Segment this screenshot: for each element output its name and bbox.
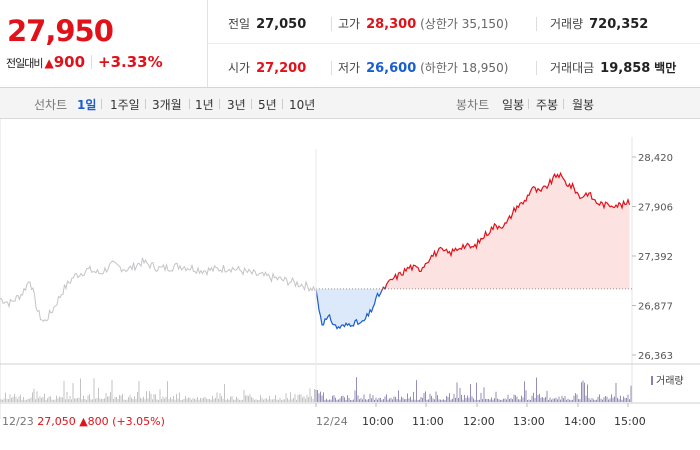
intraday-price-chart: 28,420 27,906 27,392 26,877 26,363 12/24 10:00… bbox=[0, 119, 700, 428]
triangle-up-icon: ▲ bbox=[76, 415, 88, 428]
divider bbox=[189, 99, 190, 109]
x-tick-label: 10:00 bbox=[362, 415, 394, 428]
x-tick-label: 15:00 bbox=[614, 415, 646, 428]
divider bbox=[331, 61, 332, 75]
stat-value: 27,200 bbox=[256, 61, 307, 76]
stat-value: 19,858 bbox=[600, 61, 651, 76]
stat-volume: 거래량 720,352 bbox=[550, 15, 648, 32]
stat-label: 고가 bbox=[338, 17, 361, 31]
tab-daily-candle[interactable]: 일봉 bbox=[502, 98, 525, 112]
stat-label: 전일 bbox=[228, 17, 251, 31]
y-tick-label: 27,906 bbox=[638, 203, 673, 214]
stat-label: 시가 bbox=[228, 61, 251, 75]
line-chart-label: 선차트 bbox=[34, 98, 68, 112]
divider bbox=[536, 61, 537, 75]
prev-day-change-percent: (+3.05%) bbox=[109, 415, 165, 428]
quote-header: 27,950 전일대비 ▲900 +3.33% 전일 27,050 고가 28,300 … bbox=[0, 0, 700, 88]
divider bbox=[91, 55, 93, 69]
stat-value: 26,600 bbox=[366, 61, 417, 76]
lower-limit: (하한가 18,950) bbox=[420, 61, 509, 75]
divider bbox=[528, 99, 529, 109]
divider bbox=[208, 43, 700, 44]
change-label: 전일대비 bbox=[6, 57, 43, 70]
divider bbox=[331, 17, 332, 31]
current-price: 27,950 bbox=[7, 14, 114, 48]
tab-10-years[interactable]: 10년 bbox=[289, 98, 316, 112]
stat-high: 고가 28,300 (상한가 35,150) bbox=[338, 15, 508, 32]
triangle-up-icon: ▲ bbox=[44, 56, 54, 70]
fall-area-fill bbox=[383, 286, 385, 290]
rise-price-line bbox=[384, 171, 631, 290]
stat-value: 28,300 bbox=[366, 17, 417, 32]
stat-amount: 거래대금 19,858 백만 bbox=[550, 59, 676, 76]
tab-5-years[interactable]: 5년 bbox=[258, 98, 277, 112]
prev-day-date: 12/23 bbox=[2, 415, 34, 428]
prev-day-close: 27,050 bbox=[34, 415, 76, 428]
tab-monthly-candle[interactable]: 월봉 bbox=[572, 98, 595, 112]
divider bbox=[207, 0, 208, 87]
divider bbox=[145, 99, 146, 109]
stat-label: 저가 bbox=[338, 61, 361, 75]
x-tick-label: 12/24 bbox=[316, 415, 348, 428]
divider bbox=[251, 99, 252, 109]
y-tick-label: 28,420 bbox=[638, 153, 673, 164]
tab-1-day[interactable]: 1일 bbox=[77, 98, 97, 112]
prev-day-change: 800 bbox=[88, 415, 109, 428]
candle-chart-label: 봉차트 bbox=[456, 98, 490, 112]
stat-prev-close: 전일 27,050 bbox=[228, 15, 306, 32]
divider bbox=[219, 99, 220, 109]
divider bbox=[563, 99, 564, 109]
tab-1-year[interactable]: 1년 bbox=[195, 98, 214, 112]
x-tick-label: 13:00 bbox=[513, 415, 545, 428]
stat-low: 저가 26,600 (하한가 18,950) bbox=[338, 59, 508, 76]
stat-unit: 백만 bbox=[654, 61, 677, 75]
volume-legend-label: 거래량 bbox=[656, 376, 684, 387]
stat-label: 거래대금 bbox=[550, 61, 595, 75]
chart-period-tabs: 선차트 1일 1주일 3개월 1년 3년 5년 10년 봉차트 일봉 주봉 월봉 bbox=[0, 88, 700, 119]
tab-3-months[interactable]: 3개월 bbox=[152, 98, 182, 112]
divider bbox=[282, 99, 283, 109]
x-tick-label: 14:00 bbox=[564, 415, 596, 428]
volume-swatch bbox=[651, 376, 653, 385]
change-percent: +3.33% bbox=[98, 53, 163, 71]
x-tick-label: 12:00 bbox=[463, 415, 495, 428]
change-amount: 900 bbox=[53, 53, 86, 71]
tab-weekly-candle[interactable]: 주봉 bbox=[536, 98, 559, 112]
x-tick-label: 11:00 bbox=[412, 415, 444, 428]
y-tick-label: 27,392 bbox=[638, 252, 673, 263]
divider bbox=[101, 99, 102, 109]
price-change: 전일대비 ▲900 +3.33% bbox=[6, 53, 163, 71]
prev-day-price-line bbox=[0, 257, 316, 323]
fall-price-line bbox=[315, 289, 383, 330]
tab-1-week[interactable]: 1주일 bbox=[110, 98, 140, 112]
divider bbox=[536, 17, 537, 31]
tab-3-years[interactable]: 3년 bbox=[227, 98, 246, 112]
y-tick-label: 26,877 bbox=[638, 302, 673, 313]
prev-day-summary: 12/23 27,050 ▲800 (+3.05%) bbox=[2, 415, 165, 428]
stat-value: 720,352 bbox=[589, 17, 649, 32]
stat-open: 시가 27,200 bbox=[228, 59, 306, 76]
volume-legend: 거래량 bbox=[651, 372, 684, 387]
stat-label: 거래량 bbox=[550, 17, 584, 31]
y-tick-label: 26,363 bbox=[638, 351, 673, 362]
upper-limit: (상한가 35,150) bbox=[420, 17, 509, 31]
stat-value: 27,050 bbox=[256, 17, 307, 32]
rise-area-fill bbox=[385, 173, 630, 290]
